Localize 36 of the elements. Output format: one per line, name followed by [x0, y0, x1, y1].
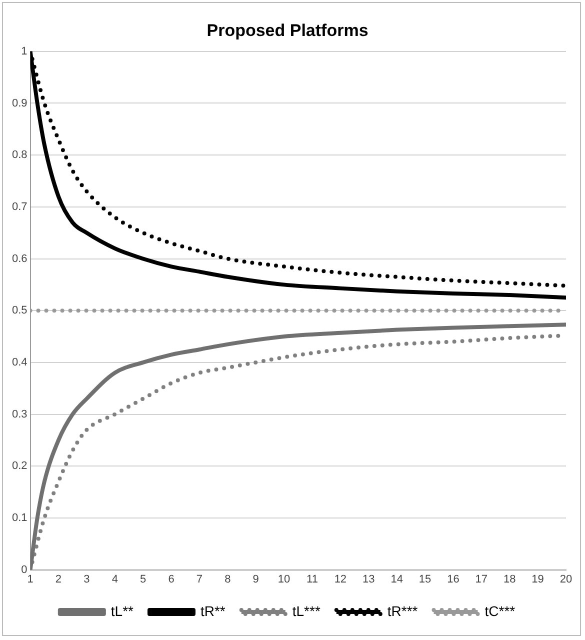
- x-tick-label: 7: [196, 573, 203, 586]
- y-tick-label: 0.4: [12, 356, 28, 368]
- x-tick-label: 10: [278, 573, 290, 586]
- y-tick-label: 0.8: [12, 149, 28, 162]
- x-tick-label: 20: [560, 573, 572, 586]
- y-tick-label: 0.2: [12, 460, 28, 472]
- y-tick-label: 0.6: [12, 252, 28, 265]
- y-tick-label: 0.3: [12, 408, 28, 420]
- y-tick-label: 0.1: [12, 512, 28, 524]
- legend-label: tR**: [200, 602, 226, 619]
- y-tick-label: 1: [21, 45, 28, 58]
- legend-label: tR***: [387, 602, 418, 619]
- legend-label: tL**: [110, 602, 134, 619]
- legend-label: tC***: [484, 602, 516, 619]
- x-tick-label: 12: [334, 573, 347, 586]
- x-tick-label: 16: [447, 573, 460, 586]
- y-tick-label: 0.9: [12, 97, 28, 110]
- x-tick-label: 2: [55, 573, 62, 586]
- x-tick-label: 11: [306, 573, 318, 586]
- y-tick-label: 0.5: [12, 304, 28, 317]
- chart-title: Proposed Platforms: [206, 20, 368, 40]
- x-tick-label: 5: [140, 573, 146, 586]
- x-tick-label: 13: [362, 573, 375, 586]
- x-tick-label: 18: [503, 573, 516, 586]
- y-tick-label: 0.7: [12, 200, 28, 213]
- x-tick-label: 14: [390, 573, 403, 586]
- x-tick-label: 9: [252, 573, 259, 586]
- x-tick-label: 17: [475, 573, 488, 586]
- x-tick-label: 3: [84, 573, 90, 586]
- x-tick-label: 15: [418, 573, 432, 586]
- y-tick-label: 0: [21, 564, 28, 576]
- x-tick-label: 19: [532, 573, 544, 586]
- legend-label: tL***: [292, 602, 321, 619]
- x-tick-label: 4: [112, 573, 118, 586]
- x-tick-label: 6: [168, 573, 174, 586]
- x-tick-label: 8: [224, 573, 231, 586]
